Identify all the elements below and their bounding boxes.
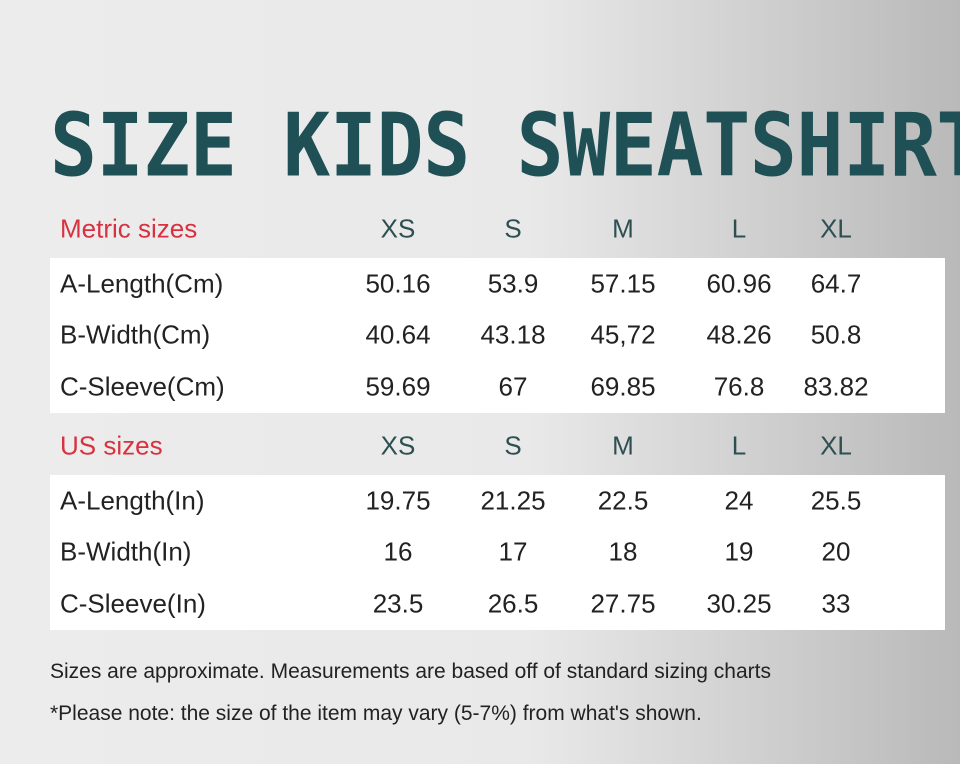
table-cell: 19.75 [365, 485, 431, 516]
us-header: US sizes XS S M L XL [0, 424, 960, 468]
table-cell: 25.5 [810, 485, 862, 516]
row-label: C-Sleeve(Cm) [60, 371, 225, 402]
table-cell: 24 [724, 485, 754, 516]
row-label: C-Sleeve(In) [60, 588, 206, 619]
table-row: A-Length(In) 19.75 21.25 22.5 24 25.5 [50, 475, 945, 527]
table-cell: 45,72 [590, 319, 656, 350]
table-cell: 22.5 [597, 485, 649, 516]
row-label: A-Length(In) [60, 485, 205, 516]
footer-note-2: *Please note: the size of the item may v… [50, 702, 702, 725]
table-cell: 48.26 [706, 319, 772, 350]
size-header: L [731, 213, 747, 244]
row-label: A-Length(Cm) [60, 268, 224, 299]
page-title: SIZE KIDS SWEATSHIRT [50, 96, 960, 197]
row-label: B-Width(Cm) [60, 319, 211, 350]
table-cell: 69.85 [590, 371, 656, 402]
size-header: M [612, 430, 634, 461]
table-row: A-Length(Cm) 50.16 53.9 57.15 60.96 64.7 [50, 258, 945, 310]
table-cell: 26.5 [487, 588, 539, 619]
table-cell: 59.69 [365, 371, 431, 402]
us-table: A-Length(In) 19.75 21.25 22.5 24 25.5 B-Width(… [50, 475, 945, 630]
table-cell: 23.5 [372, 588, 424, 619]
size-header: M [612, 213, 634, 244]
table-cell: 19 [724, 536, 754, 567]
table-cell: 18 [608, 536, 638, 567]
size-header: XL [820, 430, 852, 461]
table-row: B-Width(In) 16 17 18 19 20 [50, 527, 945, 579]
table-cell: 30.25 [706, 588, 772, 619]
size-header: S [504, 213, 522, 244]
size-header: XS [380, 213, 416, 244]
metric-label: Metric sizes [60, 213, 198, 244]
table-cell: 57.15 [590, 268, 656, 299]
table-cell: 67 [498, 371, 528, 402]
size-header: XL [820, 213, 852, 244]
table-cell: 33 [821, 588, 851, 619]
table-cell: 83.82 [803, 371, 869, 402]
table-row: C-Sleeve(Cm) 59.69 67 69.85 76.8 83.82 [50, 361, 945, 413]
table-cell: 40.64 [365, 319, 431, 350]
table-cell: 27.75 [590, 588, 656, 619]
table-cell: 50.8 [810, 319, 862, 350]
size-header: S [504, 430, 522, 461]
footer-note-1: Sizes are approximate. Measurements are … [50, 660, 771, 683]
table-cell: 50.16 [365, 268, 431, 299]
table-cell: 17 [498, 536, 528, 567]
row-label: B-Width(In) [60, 536, 192, 567]
size-header: L [731, 430, 747, 461]
table-cell: 64.7 [810, 268, 862, 299]
table-cell: 60.96 [706, 268, 772, 299]
table-cell: 21.25 [480, 485, 546, 516]
metric-header: Metric sizes XS S M L XL [0, 207, 960, 251]
table-row: C-Sleeve(In) 23.5 26.5 27.75 30.25 33 [50, 578, 945, 630]
table-cell: 53.9 [487, 268, 539, 299]
table-cell: 20 [821, 536, 851, 567]
table-cell: 16 [383, 536, 413, 567]
table-cell: 43.18 [480, 319, 546, 350]
us-label: US sizes [60, 430, 163, 461]
table-row: B-Width(Cm) 40.64 43.18 45,72 48.26 50.8 [50, 310, 945, 362]
metric-table: A-Length(Cm) 50.16 53.9 57.15 60.96 64.7 B-Wid… [50, 258, 945, 413]
table-cell: 76.8 [713, 371, 765, 402]
size-header: XS [380, 430, 416, 461]
